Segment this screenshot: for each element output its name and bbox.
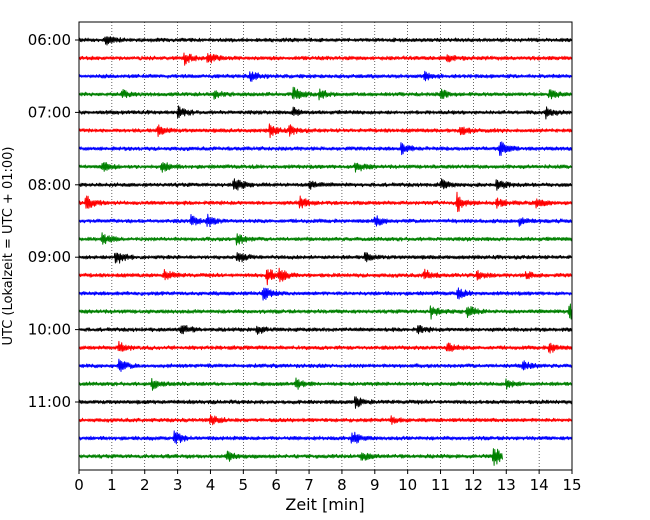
trace-0930 <box>78 287 573 301</box>
trace-1100 <box>78 396 573 409</box>
x-axis-ticks: 0 1 2 3 4 5 6 7 8 9 10 11 12 13 14 15 <box>74 470 582 494</box>
y-axis-label: UTC (Lokalzeit = UTC + 01:00) <box>1 147 16 346</box>
y-tick-label-07:00: 07:00 <box>28 103 71 121</box>
y-axis-ticks: 06:00 07:00 08:00 09:00 10:00 11:00 <box>28 31 79 411</box>
y-tick-label-06:00: 06:00 <box>28 31 71 49</box>
x-tick-label-14: 14 <box>530 476 549 494</box>
trace-1045 <box>78 377 573 391</box>
trace-1015 <box>78 340 573 354</box>
x-tick-label-13: 13 <box>497 476 516 494</box>
x-tick-label-15: 15 <box>562 476 581 494</box>
x-tick-label-9: 9 <box>370 476 380 494</box>
trace-0630 <box>78 70 573 82</box>
y-tick-label-11:00: 11:00 <box>28 393 71 411</box>
trace-0615 <box>78 52 573 66</box>
trace-0715 <box>78 123 573 139</box>
x-tick-label-0: 0 <box>74 476 84 494</box>
y-tick-label-09:00: 09:00 <box>28 248 71 266</box>
x-tick-label-6: 6 <box>271 476 281 494</box>
x-axis-label: Zeit [min] <box>285 495 364 514</box>
x-tick-label-3: 3 <box>173 476 183 494</box>
trace-0915 <box>78 267 573 286</box>
trace-1000 <box>78 325 573 335</box>
x-tick-label-11: 11 <box>431 476 450 494</box>
trace-1115 <box>78 414 573 426</box>
trace-0945 <box>78 303 573 320</box>
x-tick-label-2: 2 <box>140 476 150 494</box>
x-tick-label-1: 1 <box>107 476 117 494</box>
x-tick-label-5: 5 <box>239 476 249 494</box>
trace-1130 <box>78 430 573 445</box>
trace-1030 <box>78 358 573 372</box>
trace-0645 <box>78 86 573 101</box>
trace-0700 <box>78 105 573 120</box>
trace-0600 <box>78 36 573 46</box>
x-tick-label-8: 8 <box>337 476 347 494</box>
trace-0900 <box>78 252 573 264</box>
y-tick-label-10:00: 10:00 <box>28 321 71 339</box>
x-tick-label-4: 4 <box>206 476 216 494</box>
trace-1145 <box>78 448 503 466</box>
trace-0815 <box>78 191 573 213</box>
trace-0845 <box>78 232 573 246</box>
trace-0800 <box>78 178 573 191</box>
trace-0745 <box>78 162 573 173</box>
plot-frame <box>78 21 573 471</box>
x-tick-label-12: 12 <box>464 476 483 494</box>
y-tick-label-08:00: 08:00 <box>28 176 71 194</box>
trace-0830 <box>78 213 573 228</box>
trace-0730 <box>78 141 573 156</box>
traces-group <box>78 36 573 466</box>
x-tick-label-7: 7 <box>304 476 314 494</box>
x-tick-label-10: 10 <box>398 476 417 494</box>
